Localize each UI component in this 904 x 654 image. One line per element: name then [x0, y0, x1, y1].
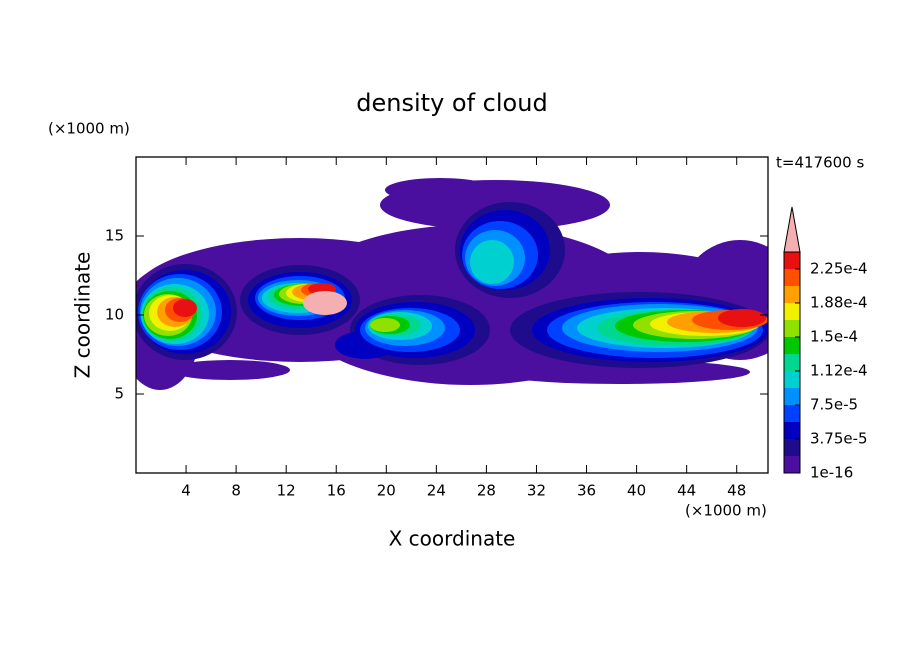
contour-region — [470, 240, 514, 284]
colorbar-bin — [784, 354, 800, 371]
colorbar-bin — [784, 371, 800, 388]
x-tick-label: 44 — [677, 482, 696, 500]
x-tick-label: 20 — [377, 482, 396, 500]
colorbar-bin — [784, 286, 800, 303]
chart-title: density of cloud — [356, 89, 547, 117]
colorbar-bin — [784, 405, 800, 422]
colorbar-bin — [784, 303, 800, 320]
colorbar-frame — [783, 251, 801, 474]
x-tick-label: 36 — [577, 482, 596, 500]
x-tick-label: 4 — [181, 482, 191, 500]
contour-region — [385, 178, 495, 202]
contour-region — [718, 309, 766, 327]
colorbar-tick-label: 1e-16 — [810, 464, 853, 482]
x-tick-label: 40 — [627, 482, 646, 500]
x-tick-label: 48 — [727, 482, 746, 500]
colorbar-tick-label: 7.5e-5 — [810, 396, 858, 414]
colorbar-over — [783, 206, 801, 253]
colorbar-tick-label: 1.12e-4 — [810, 362, 868, 380]
colorbar-tick-label: 1.88e-4 — [810, 294, 868, 312]
colorbar-bin — [784, 320, 800, 337]
colorbar-tick-label: 1.5e-4 — [810, 328, 858, 346]
y-tick-label: 15 — [105, 227, 124, 245]
x-tick-label: 28 — [477, 482, 496, 500]
colorbar-tick-label: 2.25e-4 — [810, 260, 868, 278]
x-tick-label: 12 — [277, 482, 296, 500]
contour-region — [303, 291, 347, 315]
contour-field — [136, 178, 768, 390]
y-tick-label: 5 — [114, 385, 124, 403]
colorbar-tick-label: 3.75e-5 — [810, 430, 868, 448]
colorbar-bin — [784, 439, 800, 456]
colorbar-bin — [784, 252, 800, 269]
x-tick-label: 24 — [427, 482, 446, 500]
y-unit: (×1000 m) — [48, 120, 130, 138]
colorbar-bin — [784, 456, 800, 473]
colorbar-bin — [784, 422, 800, 439]
contour-region — [490, 360, 750, 384]
colorbar-bin — [784, 388, 800, 405]
contour-region — [170, 360, 290, 380]
y-axis-title: Z coordinate — [71, 252, 95, 379]
time-annotation: t=417600 s — [776, 154, 864, 172]
colorbar-bin — [784, 269, 800, 286]
contour-region — [370, 318, 400, 332]
x-tick-label: 16 — [327, 482, 346, 500]
x-tick-label: 32 — [527, 482, 546, 500]
y-tick-label: 10 — [105, 306, 124, 324]
contour-region — [173, 299, 197, 317]
x-tick-label: 8 — [231, 482, 241, 500]
x-unit: (×1000 m) — [685, 502, 767, 520]
colorbar-bin — [784, 337, 800, 354]
x-axis-title: X coordinate — [389, 527, 516, 551]
